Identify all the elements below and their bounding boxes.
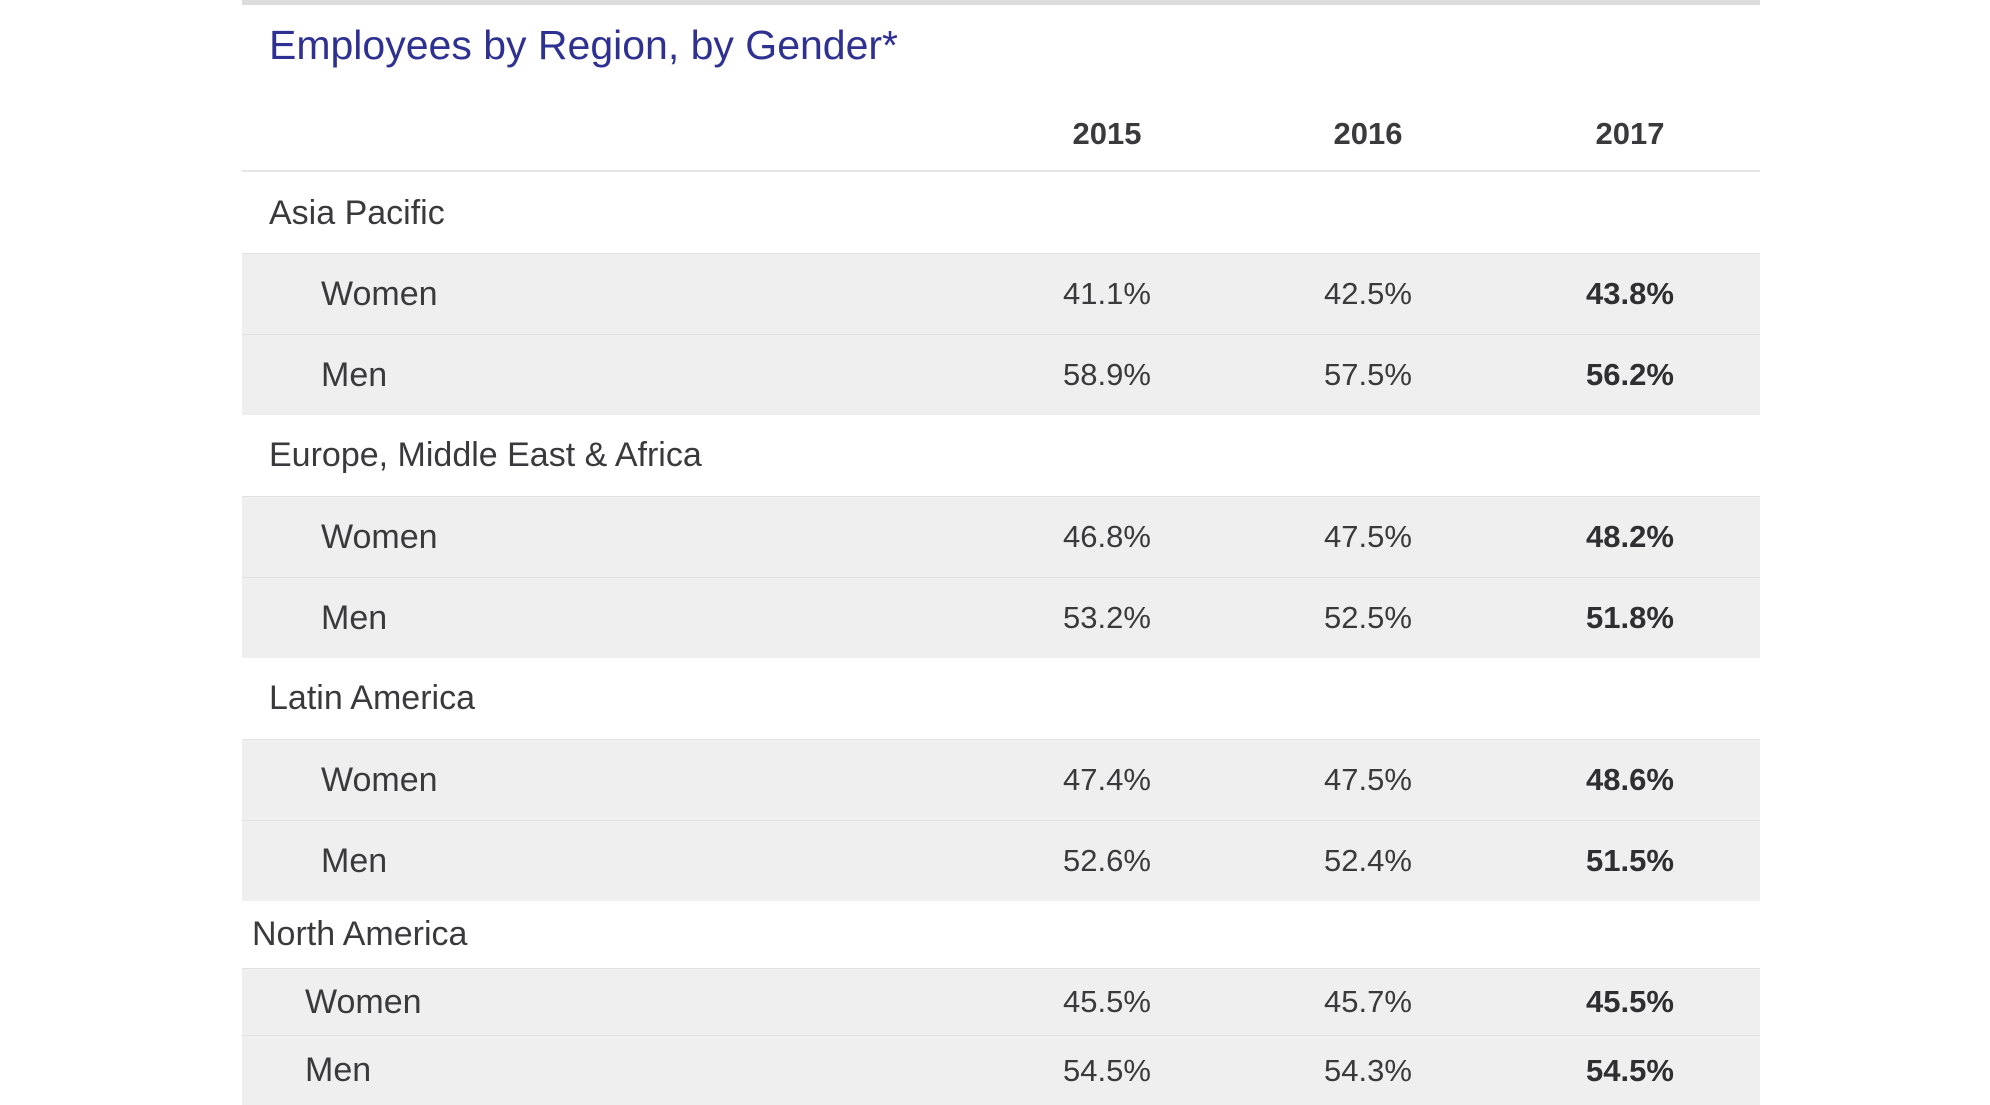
value-2017: 56.2%: [1586, 357, 1674, 392]
gender-label: Men: [321, 598, 388, 637]
year-header-2017: 2017: [1595, 116, 1665, 151]
gender-label: Men: [321, 355, 388, 394]
table-header-row: 2015 2016 2017: [242, 98, 1760, 172]
value-2015: 52.6%: [1063, 843, 1151, 878]
year-header-2015: 2015: [1072, 116, 1142, 151]
value-2016: 42.5%: [1324, 276, 1412, 311]
table-title: Employees by Region, by Gender*: [269, 22, 899, 68]
table-row: Men 53.2% 52.5% 51.8%: [242, 577, 1760, 658]
value-2017: 48.2%: [1586, 519, 1674, 554]
gender-label: Women: [321, 274, 438, 313]
value-2017: 51.8%: [1586, 600, 1674, 635]
gender-label: Men: [305, 1051, 372, 1089]
top-rule: [242, 0, 1760, 5]
table-row: Men 54.5% 54.3% 54.5%: [242, 1035, 1760, 1105]
table-row: Men 58.9% 57.5% 56.2%: [242, 334, 1760, 415]
value-2015: 53.2%: [1063, 600, 1151, 635]
gender-label: Women: [321, 760, 438, 799]
table-row: Women 47.4% 47.5% 48.6%: [242, 739, 1760, 820]
region-row-north-america: North America: [242, 901, 1760, 968]
value-2015: 47.4%: [1063, 762, 1151, 797]
gender-label: Women: [321, 517, 438, 556]
gender-label: Men: [321, 841, 388, 880]
gender-label: Women: [305, 982, 422, 1021]
value-2016: 45.7%: [1324, 984, 1412, 1019]
employees-table-panel: Employees by Region, by Gender* 2015 201…: [242, 0, 1760, 1105]
region-row-latin-america: Latin America: [242, 658, 1760, 739]
value-2016: 52.4%: [1324, 843, 1412, 878]
value-2017: 43.8%: [1586, 276, 1674, 311]
value-2017: 54.5%: [1586, 1052, 1674, 1088]
table-row: Men 52.6% 52.4% 51.5%: [242, 820, 1760, 901]
table-row: Women 41.1% 42.5% 43.8%: [242, 253, 1760, 334]
value-2016: 57.5%: [1324, 357, 1412, 392]
value-2016: 47.5%: [1324, 762, 1412, 797]
value-2017: 51.5%: [1586, 843, 1674, 878]
region-row-asia-pacific: Asia Pacific: [242, 173, 1760, 253]
value-2017: 45.5%: [1586, 984, 1674, 1019]
value-2015: 46.8%: [1063, 519, 1151, 554]
value-2015: 41.1%: [1063, 276, 1151, 311]
value-2016: 47.5%: [1324, 519, 1412, 554]
table-row: Women 45.5% 45.7% 45.5%: [242, 968, 1760, 1035]
region-label: Asia Pacific: [269, 193, 445, 232]
region-row-emea: Europe, Middle East & Africa: [242, 415, 1760, 496]
value-2015: 58.9%: [1063, 357, 1151, 392]
value-2016: 54.3%: [1324, 1052, 1412, 1088]
value-2015: 45.5%: [1063, 984, 1151, 1019]
value-2015: 54.5%: [1063, 1052, 1151, 1088]
value-2016: 52.5%: [1324, 600, 1412, 635]
region-label: North America: [252, 915, 468, 953]
value-2017: 48.6%: [1586, 762, 1674, 797]
year-header-2016: 2016: [1333, 116, 1403, 151]
table-row: Women 46.8% 47.5% 48.2%: [242, 496, 1760, 577]
region-label: Latin America: [269, 679, 475, 717]
region-label: Europe, Middle East & Africa: [269, 436, 702, 474]
